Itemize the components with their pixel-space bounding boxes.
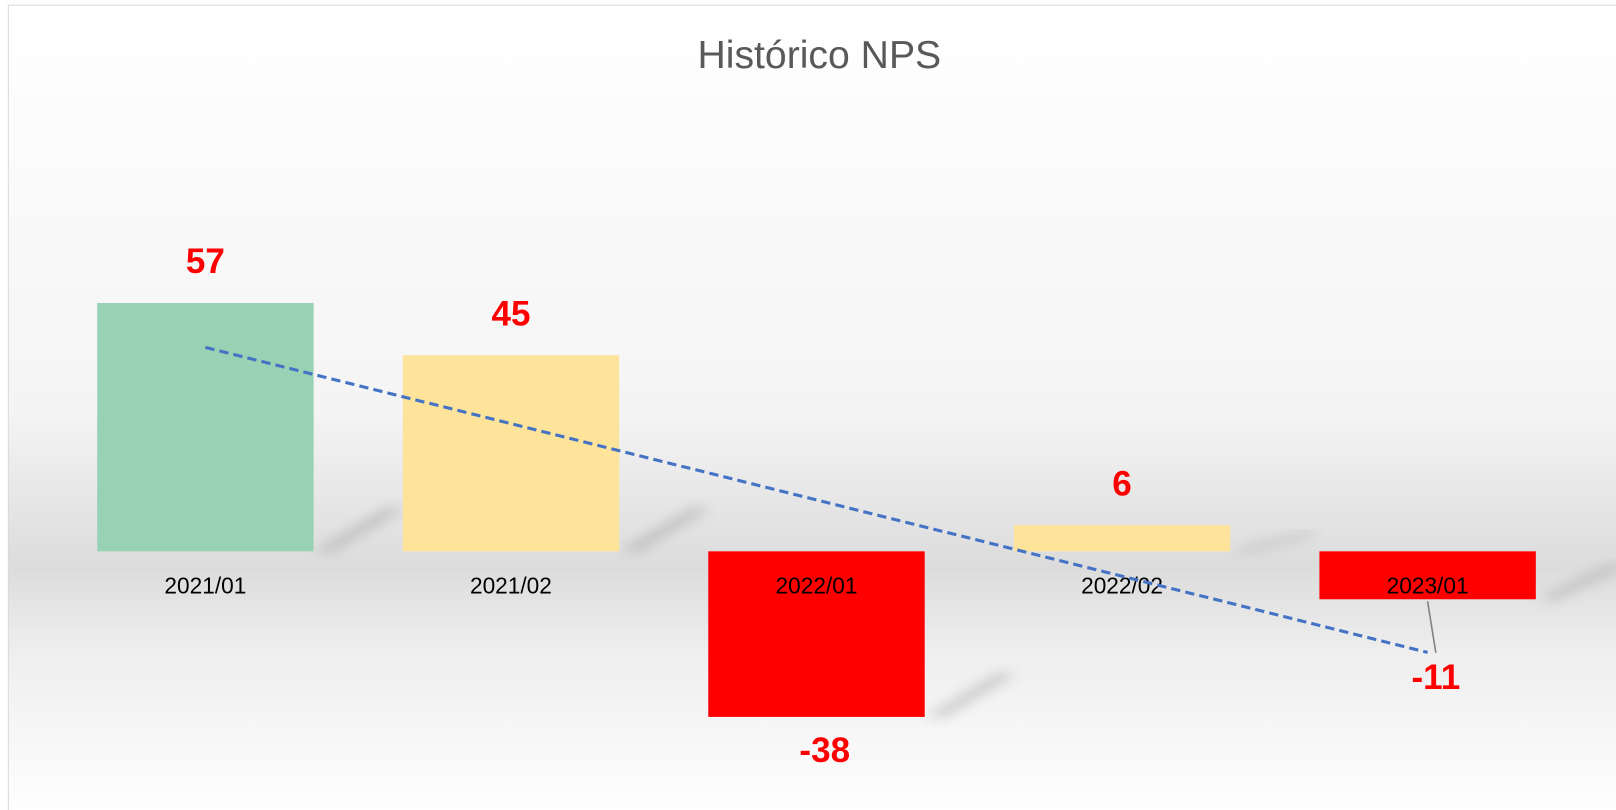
bar-shadow: [619, 508, 712, 552]
chart-title: Histórico NPS: [697, 34, 941, 77]
data-label: -38: [799, 731, 850, 770]
plot-area: 2021/01 2021/02 2022/01 2022/02 2023/015745-…: [97, 242, 1616, 770]
x-tick-label: 2022/01: [776, 572, 858, 598]
data-label: -11: [1412, 658, 1461, 697]
x-tick-label: 2023/01: [1387, 572, 1469, 598]
bar-shadow: [924, 673, 1018, 717]
data-label: 45: [491, 294, 530, 333]
x-tick-label: 2021/01: [164, 572, 246, 598]
bar: [402, 355, 620, 552]
bar-shadow: [1230, 533, 1324, 552]
trend-line: [205, 345, 1428, 654]
bar: [708, 551, 925, 717]
data-label: 57: [186, 242, 225, 281]
data-label: 6: [1112, 464, 1131, 503]
bar: [1013, 525, 1231, 552]
bar-shadow: [1535, 565, 1616, 600]
leader-line: [1426, 601, 1437, 653]
x-tick-label: 2021/02: [470, 572, 552, 598]
bar: [1319, 551, 1536, 600]
bar: [97, 302, 314, 552]
bar-shadow: [313, 508, 407, 552]
